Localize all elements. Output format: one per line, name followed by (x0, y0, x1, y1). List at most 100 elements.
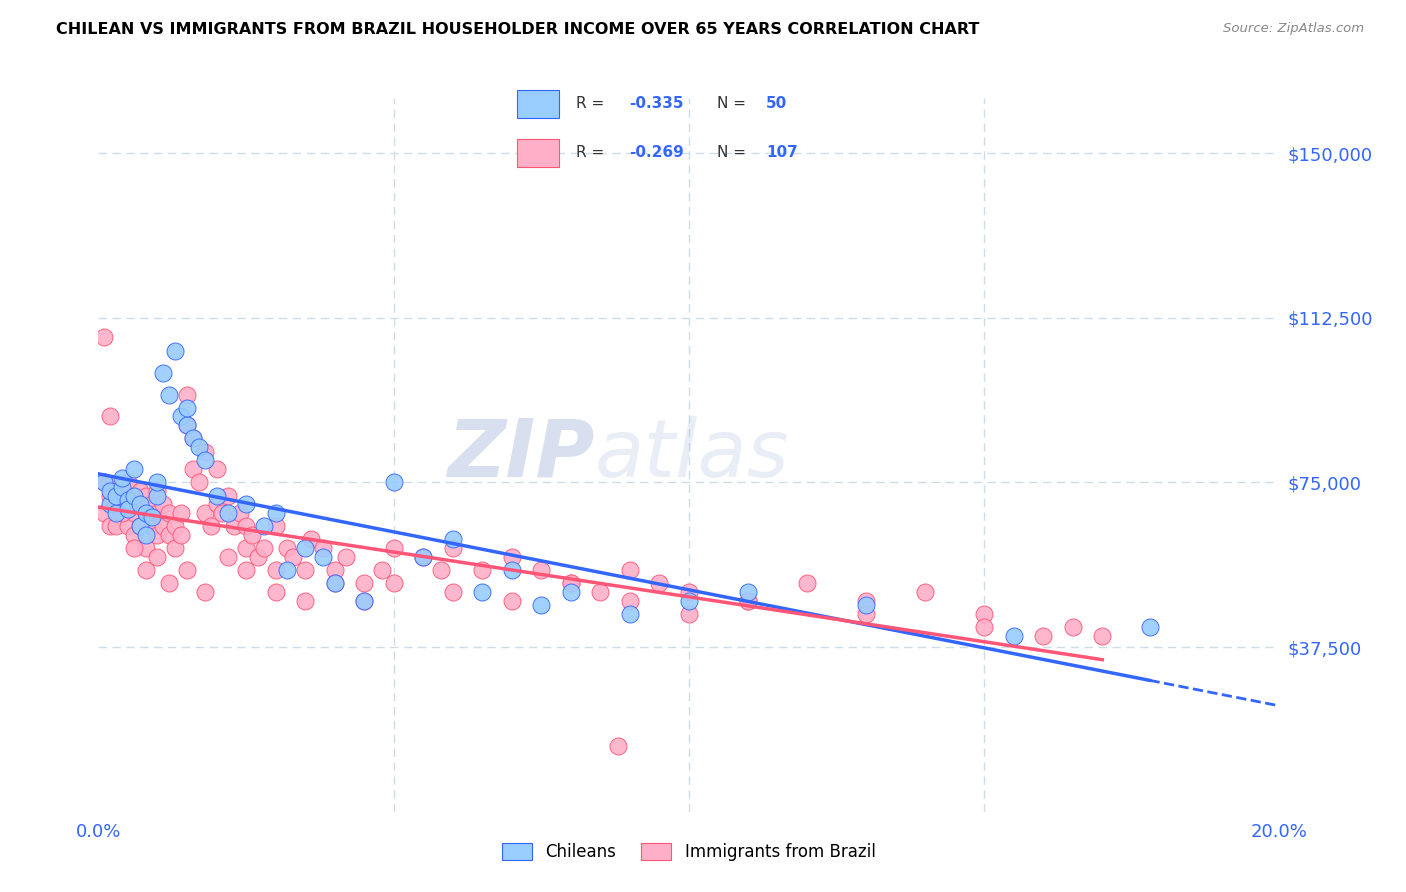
Point (501, 549, 523, 564)
Point (235, 541, 257, 556)
Point (323, 576, 346, 591)
Point (217, 549, 239, 564)
Point (93, 475, 115, 490)
Point (589, 585, 612, 599)
Point (648, 576, 671, 591)
Point (117, 519, 139, 533)
Point (176, 418, 198, 433)
Point (111, 471, 134, 485)
Point (530, 599, 553, 613)
Point (412, 549, 434, 564)
Point (560, 576, 582, 591)
Point (217, 506, 239, 520)
Text: N =: N = (717, 145, 751, 161)
Legend: Chileans, Immigrants from Brazil: Chileans, Immigrants from Brazil (495, 836, 883, 868)
Point (678, 594, 700, 608)
Point (560, 576, 582, 591)
Point (146, 475, 169, 490)
Point (235, 497, 257, 511)
Point (235, 519, 257, 533)
Point (382, 541, 405, 556)
Point (157, 576, 180, 591)
Point (678, 585, 700, 599)
Point (181, 462, 204, 476)
Point (93, 506, 115, 520)
Point (152, 519, 174, 533)
Point (246, 549, 269, 564)
Point (276, 563, 298, 577)
Point (105, 484, 128, 499)
Text: 107: 107 (766, 145, 799, 161)
Point (430, 563, 453, 577)
Point (441, 533, 464, 547)
Point (146, 484, 169, 499)
Point (294, 541, 316, 556)
Point (176, 418, 198, 433)
Point (205, 497, 228, 511)
Point (217, 489, 239, 503)
Point (1139, 620, 1161, 634)
Point (619, 563, 641, 577)
Point (117, 492, 139, 507)
Point (194, 453, 217, 467)
Point (181, 432, 204, 446)
Point (501, 594, 523, 608)
Point (312, 549, 335, 564)
Point (122, 462, 145, 476)
Text: -0.335: -0.335 (630, 96, 683, 112)
Point (973, 607, 995, 621)
Point (111, 480, 134, 494)
Point (276, 541, 298, 556)
Point (737, 585, 759, 599)
Point (122, 541, 145, 556)
Point (205, 462, 228, 476)
Point (187, 440, 209, 454)
Point (98, 484, 121, 499)
Point (253, 519, 276, 533)
Point (353, 594, 375, 608)
Point (181, 432, 204, 446)
Point (135, 541, 157, 556)
Text: R =: R = (576, 145, 610, 161)
Point (1062, 620, 1084, 634)
Point (98, 409, 121, 424)
Point (128, 484, 150, 499)
Point (122, 489, 145, 503)
Point (117, 501, 139, 516)
Point (128, 497, 150, 511)
Point (382, 576, 405, 591)
Point (176, 387, 198, 401)
Point (914, 585, 936, 599)
Point (678, 607, 700, 621)
Point (146, 549, 169, 564)
Text: CHILEAN VS IMMIGRANTS FROM BRAZIL HOUSEHOLDER INCOME OVER 65 YEARS CORRELATION C: CHILEAN VS IMMIGRANTS FROM BRAZIL HOUSEH… (56, 22, 980, 37)
Point (264, 563, 287, 577)
Point (105, 506, 128, 520)
Point (441, 541, 464, 556)
Point (194, 585, 217, 599)
Point (128, 519, 150, 533)
Point (176, 401, 198, 415)
Point (128, 497, 150, 511)
Point (93, 475, 115, 490)
Point (353, 576, 375, 591)
Point (224, 519, 246, 533)
Text: ZIP: ZIP (447, 416, 595, 494)
Point (157, 506, 180, 520)
Point (170, 528, 193, 542)
Point (111, 506, 134, 520)
Point (737, 594, 759, 608)
Point (128, 519, 150, 533)
Point (205, 489, 228, 503)
Point (117, 497, 139, 511)
Point (412, 549, 434, 564)
Point (170, 506, 193, 520)
Point (146, 489, 169, 503)
Point (607, 739, 630, 753)
Point (530, 563, 553, 577)
Point (264, 585, 287, 599)
FancyBboxPatch shape (517, 139, 560, 167)
Point (200, 519, 222, 533)
Point (122, 506, 145, 520)
Point (194, 444, 217, 458)
